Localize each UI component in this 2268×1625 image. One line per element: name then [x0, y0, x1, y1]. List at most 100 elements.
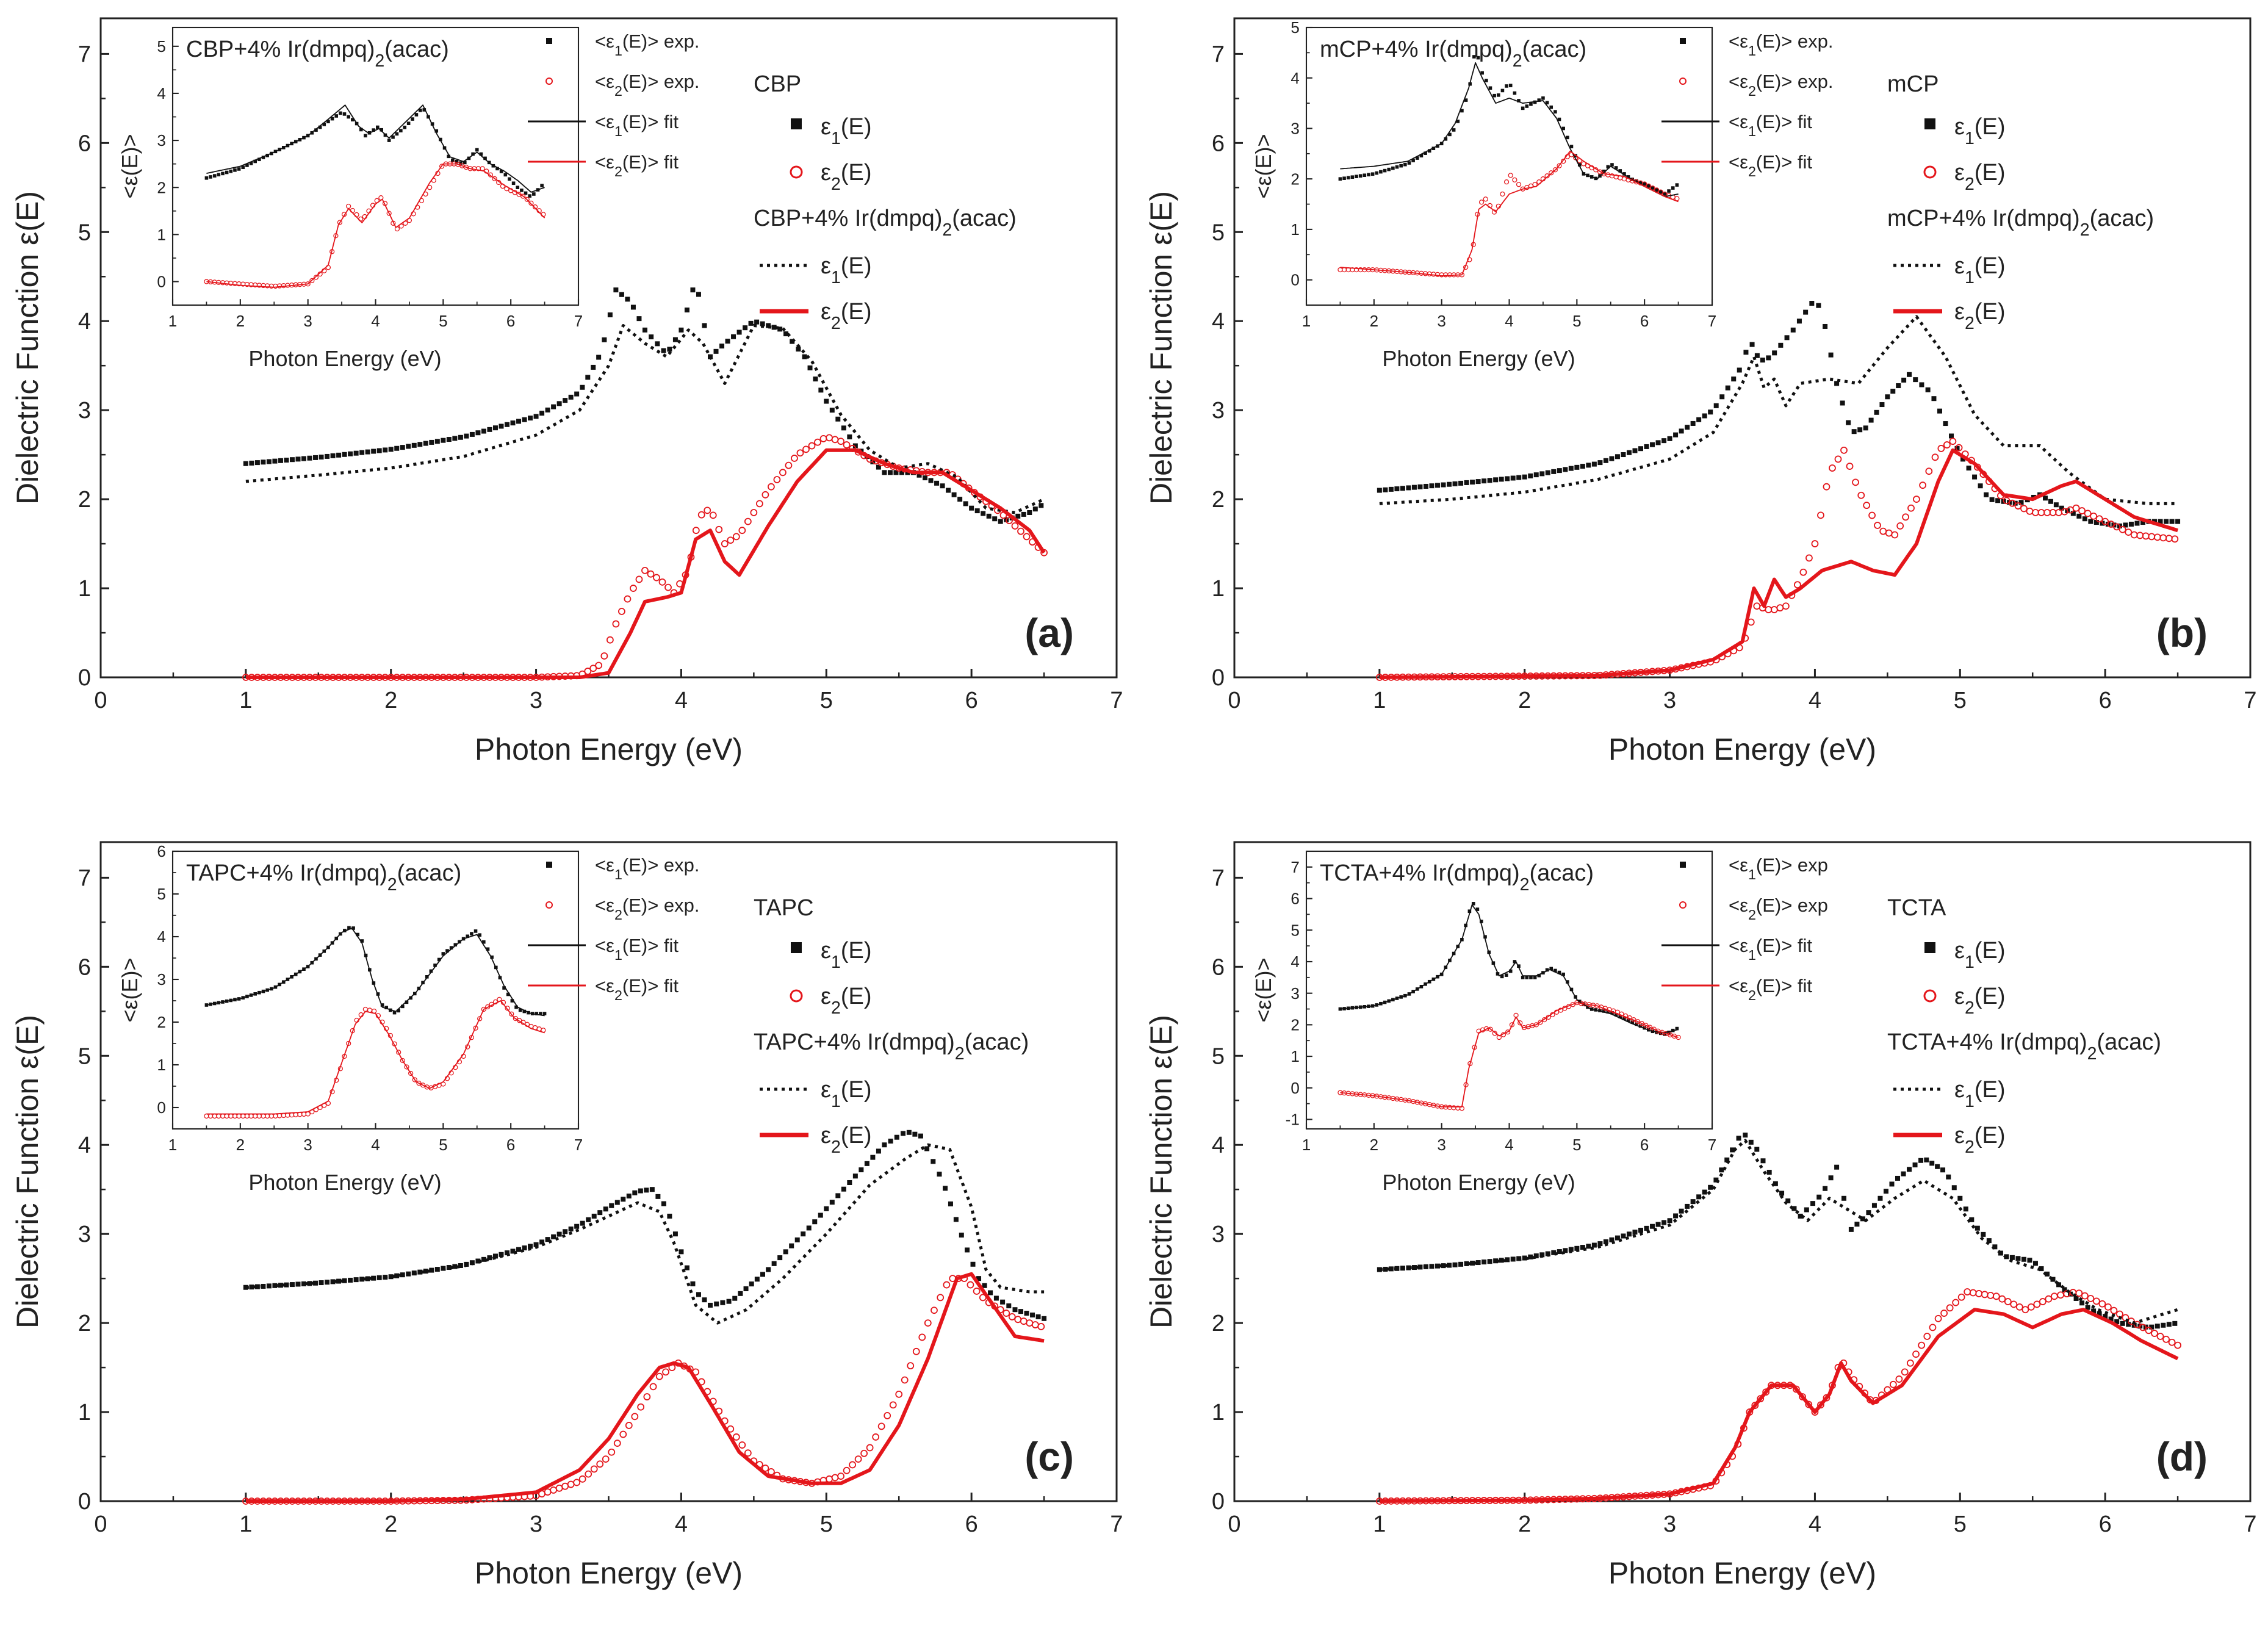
data-point	[884, 1411, 891, 1419]
data-point	[888, 1138, 893, 1144]
inset-legend-e1-exp: <ε1(E)> exp.	[595, 854, 700, 882]
main-x-tick-label: 1	[1373, 688, 1386, 713]
data-point	[1006, 1303, 1012, 1308]
data-point	[371, 449, 376, 454]
data-point	[244, 1113, 250, 1119]
data-point	[2175, 519, 2181, 524]
legend-neat-e1: ε1(E)	[821, 938, 871, 972]
data-point	[1622, 172, 1626, 176]
main-x-tick-label: 5	[1954, 1512, 1967, 1537]
data-point	[347, 115, 350, 119]
y-axis-label: Dielectric Function ε(E)	[1144, 1015, 1178, 1328]
inset-legend-e2-exp: <ε2(E)> exp.	[1729, 71, 1834, 99]
series-3	[1379, 315, 2178, 505]
data-point	[1568, 1247, 1574, 1252]
data-point	[1931, 396, 1937, 402]
data-point	[2045, 1271, 2050, 1277]
data-point	[630, 585, 637, 592]
data-point	[1883, 1189, 1888, 1194]
data-point	[847, 434, 852, 439]
data-point	[2015, 1303, 2023, 1311]
inset-x-tick-label: 2	[1370, 1136, 1378, 1154]
data-point	[1424, 151, 1427, 155]
data-point	[1467, 257, 1472, 262]
data-point	[1907, 504, 1915, 512]
data-point	[1969, 1289, 1977, 1297]
series-line	[206, 104, 545, 193]
data-point	[760, 1272, 765, 1277]
data-point	[1018, 1309, 1024, 1314]
data-point	[1574, 1245, 1580, 1251]
data-point	[1868, 511, 1876, 519]
data-point	[470, 932, 473, 935]
data-point	[353, 450, 359, 456]
data-point	[1521, 106, 1525, 110]
data-point	[1651, 186, 1655, 190]
data-point	[524, 191, 528, 195]
data-point	[416, 1080, 422, 1086]
series-3	[1379, 1139, 2178, 1325]
inset-y-axis-label: <ε(E)>	[1251, 134, 1276, 198]
legend-doped-e2: ε2(E)	[1954, 299, 2005, 333]
data-point	[1995, 498, 2001, 503]
data-point	[1803, 309, 1809, 315]
data-point	[2142, 532, 2150, 540]
data-point	[417, 1269, 423, 1275]
data-point	[509, 1011, 514, 1017]
data-point	[1591, 1242, 1597, 1248]
data-point	[1561, 159, 1566, 164]
data-point	[574, 1223, 580, 1229]
data-point	[532, 192, 536, 196]
main-x-tick-label: 2	[1518, 688, 1531, 713]
data-point	[749, 1281, 754, 1287]
data-point	[2119, 525, 2126, 533]
data-point	[499, 423, 504, 429]
data-point	[400, 1272, 405, 1278]
inset-y-tick-label: 7	[1291, 858, 1299, 876]
data-point	[241, 165, 245, 169]
inset-y-tick-label: 6	[1291, 890, 1299, 908]
data-point	[928, 478, 934, 483]
y-axis-label: Dielectric Function ε(E)	[1144, 191, 1178, 505]
data-point	[1929, 1324, 1937, 1331]
data-point	[1042, 1316, 1047, 1321]
data-point	[655, 1372, 663, 1380]
data-point	[2140, 520, 2145, 525]
data-point	[1464, 480, 1469, 485]
main-x-tick-label: 4	[1809, 688, 1821, 713]
data-point	[433, 964, 437, 967]
data-point	[1779, 1191, 1785, 1196]
data-point	[505, 1250, 509, 1256]
data-point	[276, 283, 283, 289]
data-point	[544, 1488, 552, 1496]
data-point	[1528, 473, 1533, 478]
data-point	[783, 331, 789, 337]
data-point	[1925, 467, 1933, 475]
data-point	[1549, 170, 1554, 176]
data-point	[1790, 327, 1796, 333]
data-point	[732, 533, 740, 541]
legend-neat-title: CBP	[754, 71, 801, 97]
inset-y-tick-label: 2	[1291, 170, 1299, 188]
data-point	[819, 434, 827, 442]
data-point	[1663, 192, 1667, 196]
inset-legend-e2-fit: <ε2(E)> fit	[1729, 151, 1812, 179]
data-point	[499, 170, 503, 173]
main-y-tick-label: 7	[78, 41, 91, 67]
data-point	[533, 414, 539, 419]
data-point	[641, 566, 649, 574]
inset-series-4	[1340, 1002, 1679, 1108]
data-point	[2004, 1298, 2012, 1305]
data-point	[452, 436, 458, 441]
data-point	[441, 952, 445, 956]
data-point	[388, 1274, 394, 1280]
data-point	[1650, 442, 1655, 447]
data-point	[475, 148, 479, 152]
data-point	[479, 152, 483, 156]
data-point	[807, 365, 813, 370]
data-point	[563, 1229, 568, 1234]
data-point	[401, 1004, 405, 1009]
data-point	[400, 445, 405, 450]
data-point	[649, 1383, 657, 1391]
legend-circle-marker	[1923, 165, 1937, 179]
